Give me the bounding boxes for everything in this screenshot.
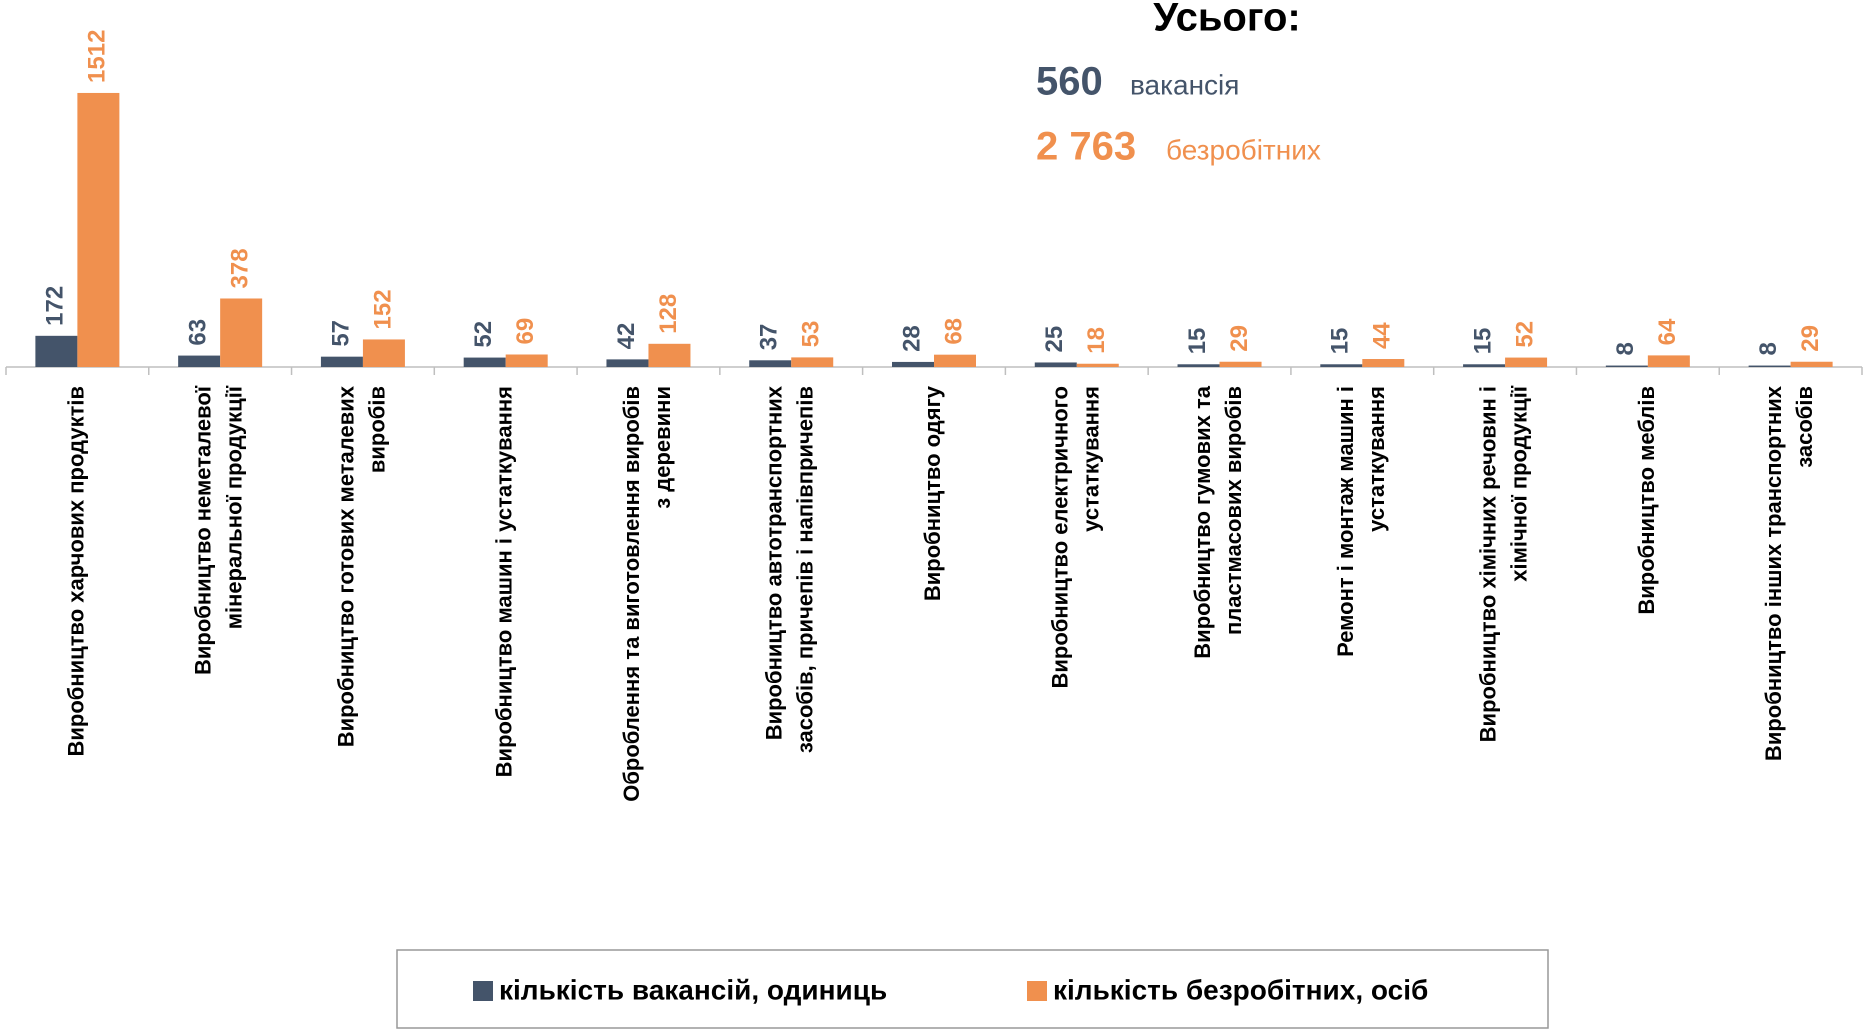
value-label: 29 <box>1226 325 1253 352</box>
value-label: 29 <box>1797 325 1824 352</box>
bar <box>1505 357 1548 367</box>
x-tick-label: Виробництво харчових продуктів <box>63 386 88 757</box>
value-label: 8 <box>1612 342 1639 355</box>
bar <box>1320 364 1363 367</box>
bar <box>749 360 792 367</box>
bar <box>1748 365 1791 367</box>
bar <box>648 343 691 367</box>
value-label: 52 <box>470 321 497 348</box>
x-tick-label: Виробництво автотранспортних засобів, при… <box>762 385 818 753</box>
legend-label: кількість безробітних, осіб <box>1053 974 1428 1005</box>
legend-label: кількість вакансій, одиниць <box>499 974 887 1005</box>
bar <box>463 357 506 367</box>
x-tick-label: Виробництво неметалевої мінеральної проду… <box>190 385 246 675</box>
bar <box>1647 355 1690 367</box>
bar <box>1463 364 1506 367</box>
value-label: 128 <box>655 294 682 334</box>
value-label: 57 <box>327 320 354 347</box>
value-label: 28 <box>898 325 925 352</box>
bar <box>1605 365 1648 367</box>
bar <box>1076 363 1119 367</box>
value-label: 15 <box>1327 328 1354 355</box>
x-tick-label: Виробництво одягу <box>920 385 945 601</box>
bar <box>362 339 405 367</box>
bar <box>220 298 263 367</box>
x-tick-label: Виробництво меблів <box>1634 386 1659 615</box>
x-tick-label: Виробництво готових металевих виробів <box>333 385 389 747</box>
bar <box>791 357 834 367</box>
value-label: 172 <box>42 286 69 326</box>
summary-title: Усього: <box>1153 0 1301 40</box>
value-label: 25 <box>1041 326 1068 353</box>
value-label: 68 <box>940 318 967 345</box>
value-label: 152 <box>369 289 396 329</box>
x-tick-label: Виробництво машин і устаткування <box>492 386 517 777</box>
bar <box>606 359 649 367</box>
x-tick-label: Виробництво хімічних речовин і хімічної п… <box>1475 385 1531 742</box>
bar <box>1034 362 1077 367</box>
value-label: 37 <box>756 324 783 351</box>
value-label: 1512 <box>84 30 111 83</box>
value-label: 69 <box>512 318 539 345</box>
value-label: 52 <box>1511 321 1538 348</box>
value-label: 63 <box>184 319 211 346</box>
value-label: 53 <box>798 321 825 348</box>
x-tick-label: Ремонт і монтаж машин і устаткування <box>1333 386 1389 657</box>
bar <box>1177 364 1220 367</box>
value-label: 18 <box>1083 327 1110 354</box>
bar <box>178 355 221 367</box>
x-tick-label: Оброблення та виготовлення виробів з дере… <box>619 386 675 802</box>
bar <box>35 335 78 367</box>
x-tick-label: Виробництво електричного устаткування <box>1047 386 1103 689</box>
x-tick-label: Виробництво інших транспортних засобів <box>1761 385 1817 761</box>
summary-unemployed-unit: безробітних <box>1166 134 1321 165</box>
value-label: 42 <box>613 323 640 350</box>
bar <box>1362 359 1405 367</box>
summary-unemployed: 2 763 <box>1036 125 1136 169</box>
bar <box>77 92 120 367</box>
bar <box>934 354 976 367</box>
value-label: 15 <box>1469 328 1496 355</box>
summary-vacancies-unit: вакансія <box>1130 69 1239 100</box>
value-label: 44 <box>1369 322 1396 349</box>
bar <box>505 354 548 367</box>
bar <box>1219 361 1262 367</box>
bar <box>320 356 363 367</box>
x-tick-label: Виробництво гумових та пластмасових вироб… <box>1190 385 1246 658</box>
legend-swatch <box>473 981 493 1001</box>
value-label: 15 <box>1184 328 1211 355</box>
legend-box <box>396 949 1549 1029</box>
summary-vacancies: 560 <box>1036 60 1103 104</box>
value-label: 378 <box>226 248 253 288</box>
value-label: 8 <box>1755 342 1782 355</box>
legend-swatch <box>1027 981 1047 1001</box>
bar <box>892 361 934 367</box>
bar <box>1790 361 1833 367</box>
value-label: 64 <box>1654 318 1681 345</box>
